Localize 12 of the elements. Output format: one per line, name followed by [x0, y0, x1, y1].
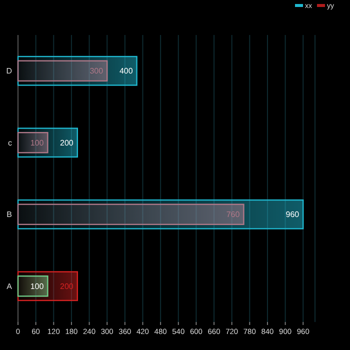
y-tick-label: c — [8, 138, 12, 148]
data-label: 300 — [90, 66, 104, 76]
y-tick-label: B — [6, 210, 12, 220]
data-label: 960 — [286, 210, 300, 220]
data-label: 100 — [30, 282, 44, 291]
y-tick-label: A — [6, 282, 13, 291]
data-label: 760 — [226, 210, 240, 220]
y-tick-label: D — [6, 66, 12, 76]
data-label: 100 — [30, 138, 44, 148]
data-label: 200 — [60, 138, 74, 148]
data-label: 200 — [60, 282, 74, 291]
data-label: 400 — [119, 66, 134, 76]
